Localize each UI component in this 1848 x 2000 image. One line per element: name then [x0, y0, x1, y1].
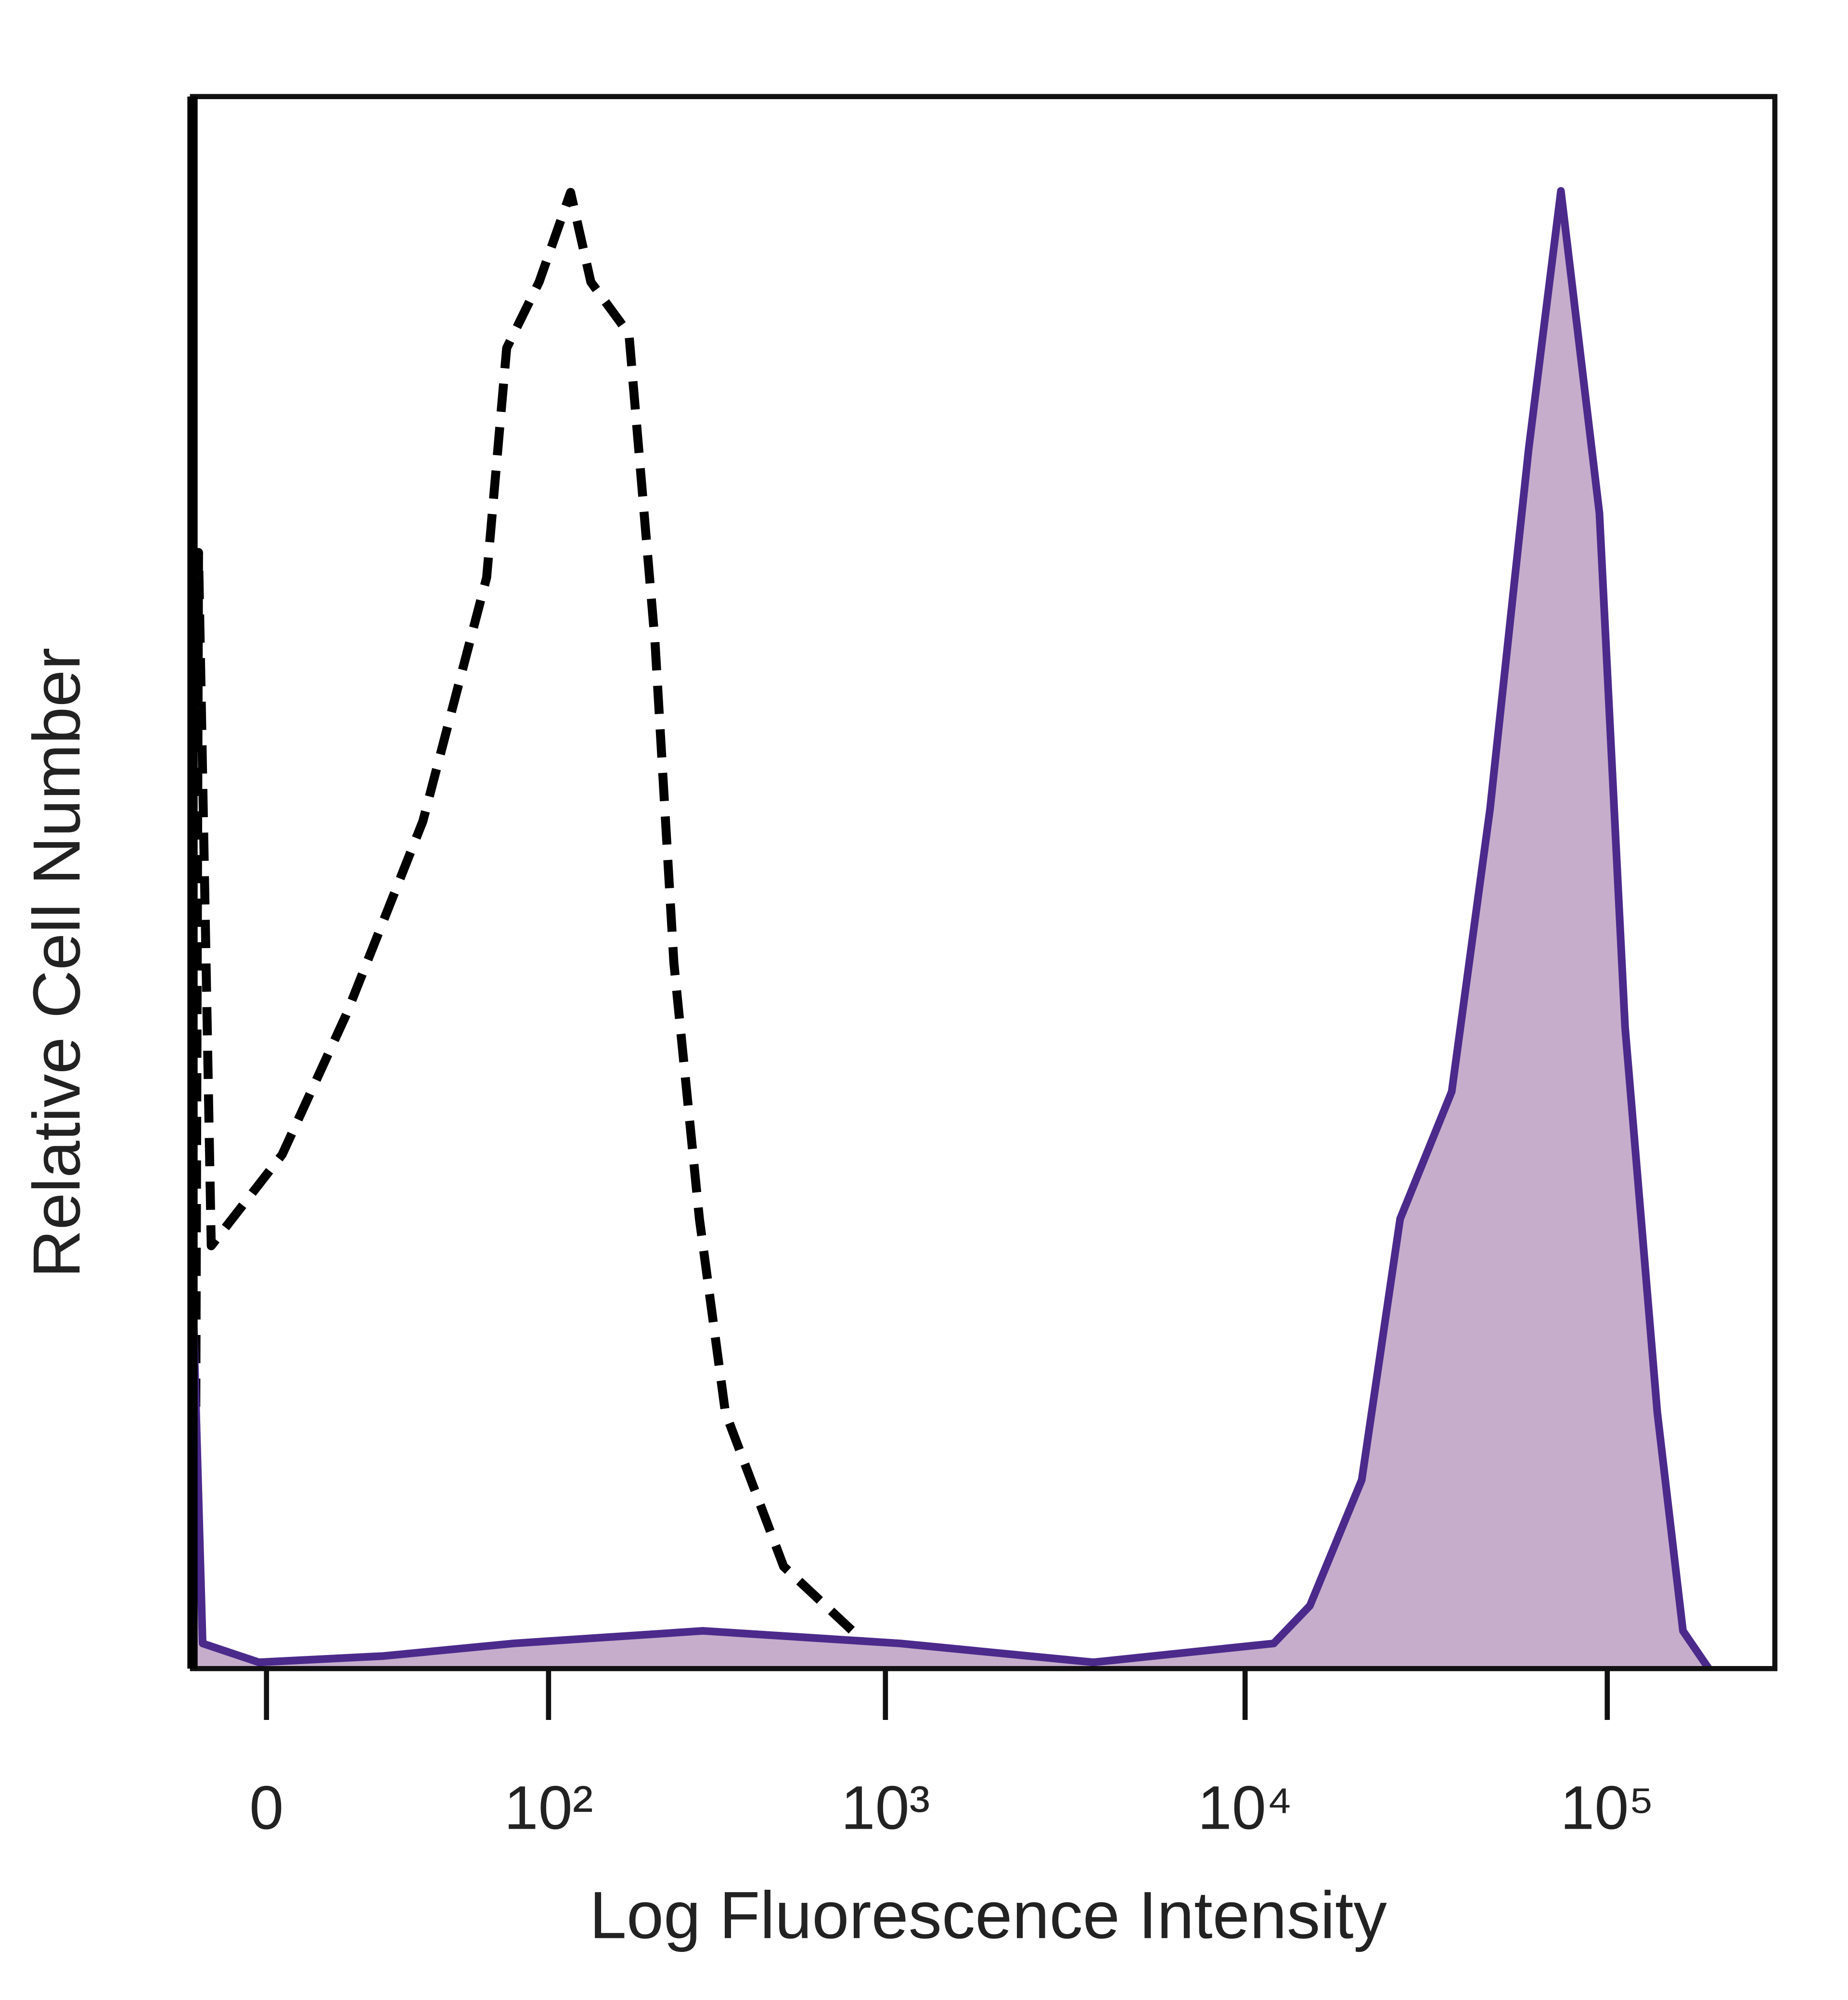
- histogram-line: [190, 188, 889, 1669]
- x-axis-label: Log Fluorescence Intensity: [590, 1878, 1387, 1952]
- area-fill: [192, 191, 1709, 1669]
- x-tick-label: 10²: [504, 1774, 593, 1843]
- x-tick-label: 10⁴: [1198, 1774, 1293, 1843]
- x-tick-label: 10³: [841, 1774, 930, 1843]
- y-axis-label: Relative Cell Number: [19, 648, 94, 1278]
- x-tick-label: 0: [249, 1774, 283, 1843]
- histogram-line: [189, 187, 1712, 1671]
- x-tick-label: 10⁵: [1560, 1774, 1654, 1843]
